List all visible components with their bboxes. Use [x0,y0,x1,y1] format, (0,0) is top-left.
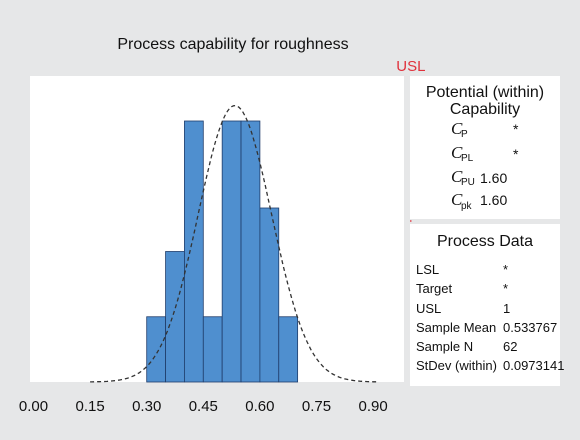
process-data-value: 0.0973141 [503,358,565,373]
histogram-bar [146,316,166,383]
process-data-label: Target [416,281,453,296]
capability-panel: Potential (within) Capability C P * C PL… [410,76,560,219]
process-data-label: StDev (within) [416,358,497,373]
process-data-value: * [503,281,509,296]
process-data-label: Sample N [416,339,474,354]
chart-title: Process capability for roughness [117,36,348,53]
x-tick-label: 0.45 [189,398,218,415]
histogram-bar [165,251,185,383]
process-data-value: 1 [503,301,511,316]
x-tick-label: 0.30 [132,398,161,415]
capability-symbol: C [451,190,463,209]
capability-subscript: P [461,129,468,140]
process-data-label: USL [416,301,442,316]
capability-title-line1: Potential (within) [425,84,545,101]
process-data-value: 62 [503,339,518,354]
x-axis-ticks: 0.00 0.15 0.30 0.45 0.60 0.75 0.90 [19,398,388,415]
capability-symbol: C [451,119,463,138]
capability-symbol: C [451,143,463,162]
capability-subscript: pk [461,201,472,212]
process-data-value: * [503,262,509,277]
capability-value: * [513,146,519,162]
process-data-value: 0.533767 [503,320,558,335]
histogram-bar [259,207,280,383]
histogram-bars [146,120,299,383]
capability-value: * [513,121,519,137]
histogram-bar [278,316,299,383]
x-tick-label: 0.75 [302,398,331,415]
histogram-bar [240,120,261,383]
x-tick-label: 0.15 [75,398,104,415]
usl-label: USL [396,58,425,75]
capability-value: 1.60 [480,192,508,208]
normal-curve [90,104,379,383]
capability-title-line2: Capability [449,101,521,118]
capability-subscript: PU [461,177,475,188]
histogram-bar [184,120,204,383]
process-data-panel: Process Data LSL * Target * USL 1 Sample… [410,224,564,386]
x-tick-label: 0.90 [358,398,387,415]
process-data-label: Sample Mean [416,320,497,335]
normal-curve-layer [90,104,379,383]
histogram-bar [221,120,242,383]
x-tick-label: 0.60 [245,398,274,415]
capability-value: 1.60 [480,170,508,186]
capability-symbol: C [451,167,463,186]
histogram-bar [202,316,223,383]
process-data-label: LSL [416,262,440,277]
capability-subscript: PL [461,153,474,164]
x-tick-label: 0.00 [19,398,48,415]
process-data-title: Process Data [436,233,534,250]
